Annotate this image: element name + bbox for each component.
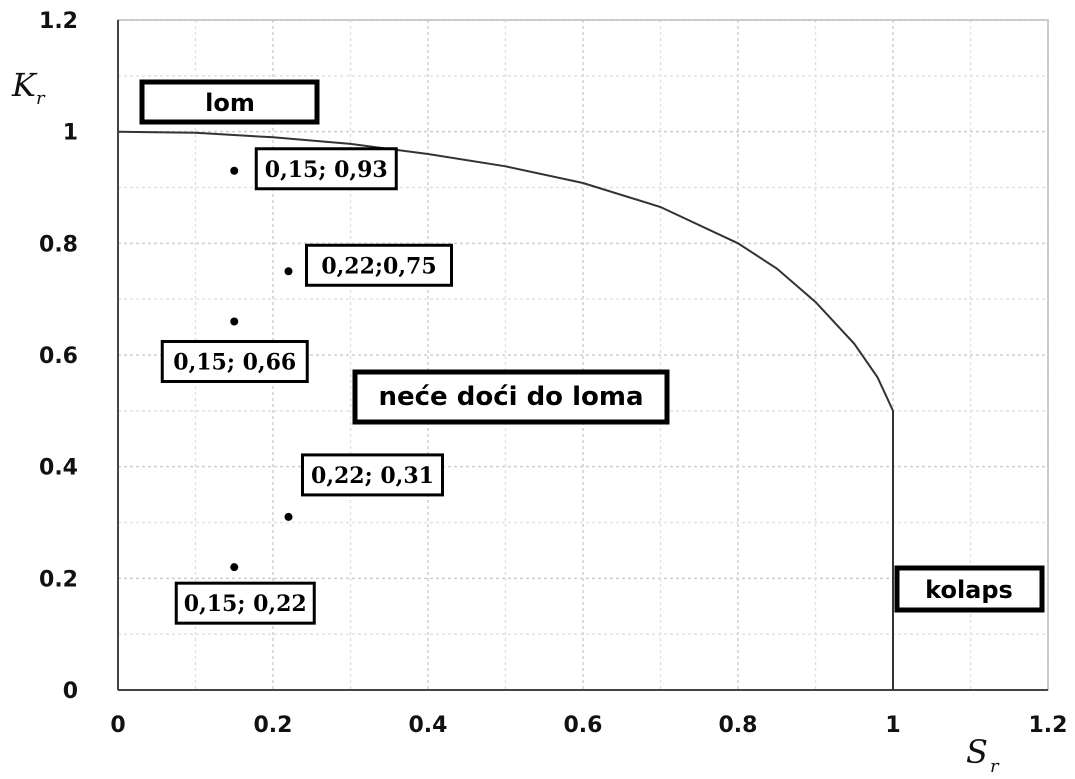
region-label-fracture: lom — [139, 79, 320, 125]
point-label: 0,22;0,75 — [305, 243, 453, 287]
point-label: 0,15; 0,66 — [160, 340, 309, 383]
point-label-text: 0,15; 0,66 — [173, 350, 296, 376]
y-tick-label: 0.8 — [39, 232, 78, 257]
x-axis-title-sub: r — [990, 756, 1000, 777]
point-label-box — [301, 453, 444, 497]
point-label-text: 0,22;0,75 — [321, 253, 436, 279]
region-label-fracture-text: lom — [205, 89, 255, 117]
y-axis-title: K r — [11, 66, 46, 109]
point-label: 0,15; 0,22 — [174, 581, 316, 625]
y-tick-label: 1.2 — [39, 9, 78, 34]
point-label-text: 0,15; 0,22 — [184, 591, 307, 617]
region-label-collapse-text: kolaps — [925, 576, 1013, 604]
failure-assessment-curve — [117, 130, 894, 690]
x-tick-label: 1.2 — [1029, 713, 1068, 738]
x-tick-label: 0.6 — [564, 713, 603, 738]
y-tick-label: 0.6 — [39, 344, 78, 369]
point-label-box — [160, 340, 309, 383]
x-tick-label: 0.8 — [719, 713, 758, 738]
point-label-box — [174, 581, 316, 625]
y-tick-label: 0.2 — [39, 567, 78, 592]
point-label-box — [254, 147, 398, 191]
point-label: 0,22; 0,31 — [301, 453, 444, 497]
y-axis-title-main: K — [11, 66, 38, 104]
point-labels: 0,15; 0,93 0,22;0,75 0,15; 0,66 0,22; 0,31 0… — [160, 147, 453, 625]
y-tick-label: 0 — [63, 679, 78, 704]
y-tick-label: 1 — [63, 121, 78, 146]
data-points — [230, 166, 293, 572]
point-label-text: 0,15; 0,93 — [265, 157, 388, 183]
region-label-safe-text: neće doći do loma — [378, 382, 643, 412]
tick-labels: 0 0.2 0.4 0.6 0.8 1 1.2 0 0.2 0.4 0.6 0.8 1 1.2 — [39, 9, 1067, 738]
point-label-box — [305, 243, 453, 287]
x-axis-title-main: S — [966, 733, 988, 771]
data-point — [230, 317, 239, 326]
point-label: 0,15; 0,93 — [254, 147, 398, 191]
x-tick-label: 0 — [110, 713, 125, 738]
x-tick-label: 0.4 — [409, 713, 448, 738]
data-point — [230, 563, 239, 572]
region-label-collapse: kolaps — [894, 565, 1045, 613]
y-tick-label: 0.4 — [39, 456, 78, 481]
y-axis-title-sub: r — [36, 88, 46, 109]
data-point — [284, 512, 293, 521]
data-point — [230, 166, 239, 175]
x-tick-label: 1 — [885, 713, 900, 738]
point-label-text: 0,22; 0,31 — [311, 463, 434, 489]
region-label-safe: neće doći do loma — [352, 369, 670, 425]
x-tick-label: 0.2 — [254, 713, 293, 738]
x-axis-title: S r — [966, 733, 1000, 777]
data-point — [284, 267, 293, 276]
